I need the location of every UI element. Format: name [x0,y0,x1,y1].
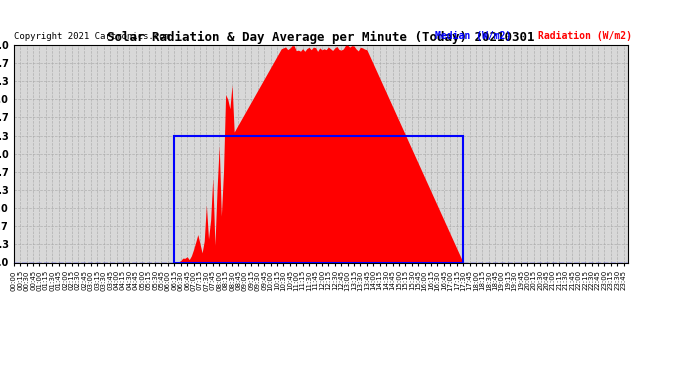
Bar [175,136,463,262]
Text: Copyright 2021 Cartronics.com: Copyright 2021 Cartronics.com [14,32,170,41]
Title: Solar Radiation & Day Average per Minute (Today) 20210301: Solar Radiation & Day Average per Minute… [107,31,535,44]
Text: Radiation (W/m2): Radiation (W/m2) [538,32,632,41]
Text: Median (W/m2): Median (W/m2) [435,32,511,41]
